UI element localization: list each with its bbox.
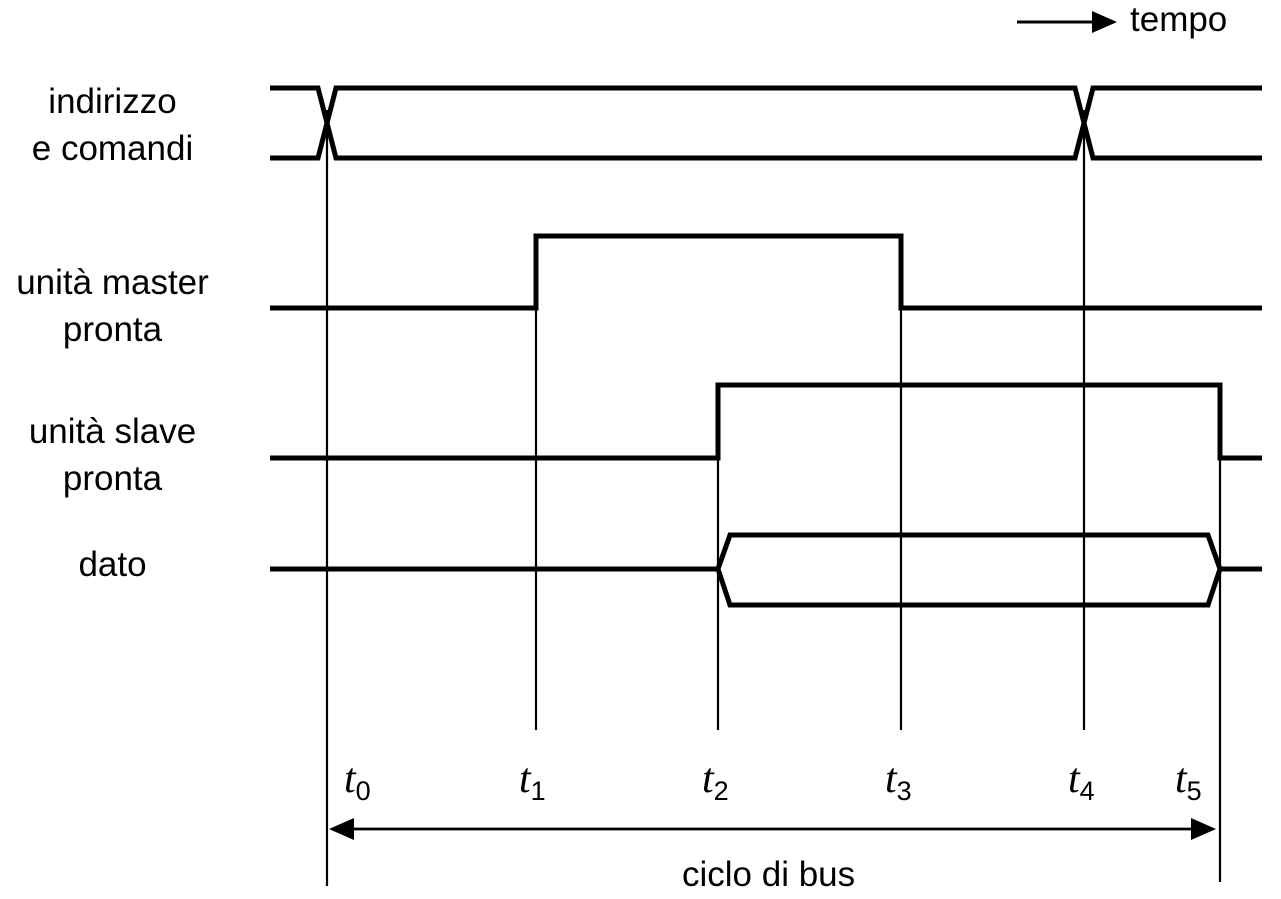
bus-cycle-label: ciclo di bus [682,855,856,894]
time-marker-index: 3 [896,776,912,806]
time-marker-t5: t5 [1175,756,1202,814]
signal-label-line: e comandi [31,129,194,168]
time-marker-t4: t4 [1068,756,1095,814]
waveform-master-ready [270,233,1262,311]
time-marker-index: 5 [1186,776,1202,806]
signal-label-line: dato [78,545,147,584]
waveform-slave-ready [270,382,1262,461]
time-marker-symbol: t [344,756,356,802]
arrow-right-head-icon [1191,818,1216,840]
time-marker-index: 4 [1079,776,1095,806]
signal-label-line: unità master [16,263,209,302]
waveform-address-commands [270,85,1262,161]
time-marker-symbol: t [1175,756,1187,802]
time-marker-t3: t3 [885,756,912,814]
time-marker-symbol: t [519,756,531,802]
time-marker-t0: t0 [344,756,371,814]
time-axis-label: tempo [1130,0,1228,39]
waveform-data [270,532,1262,608]
signal-label-line: indirizzo [48,82,177,121]
time-marker-index: 1 [530,776,546,806]
signal-label-master-ready: unità master pronta [0,259,225,353]
time-marker-index: 2 [713,776,729,806]
time-marker-index: 0 [355,776,371,806]
signal-label-data: dato [0,541,225,588]
time-marker-symbol: t [1068,756,1080,802]
signal-label-slave-ready: unità slave pronta [0,408,225,502]
signal-label-line: unità slave [28,412,197,451]
bus-cycle-arrow [329,818,1216,840]
signal-label-line: pronta [62,459,163,498]
time-marker-symbol: t [885,756,897,802]
arrow-left-head-icon [329,818,354,840]
time-marker-symbol: t [702,756,714,802]
signal-label-line: pronta [62,310,163,349]
time-arrow-icon [1017,11,1117,33]
time-marker-t1: t1 [519,756,546,814]
time-marker-t2: t2 [702,756,729,814]
signal-label-address-commands: indirizzo e comandi [0,78,225,172]
